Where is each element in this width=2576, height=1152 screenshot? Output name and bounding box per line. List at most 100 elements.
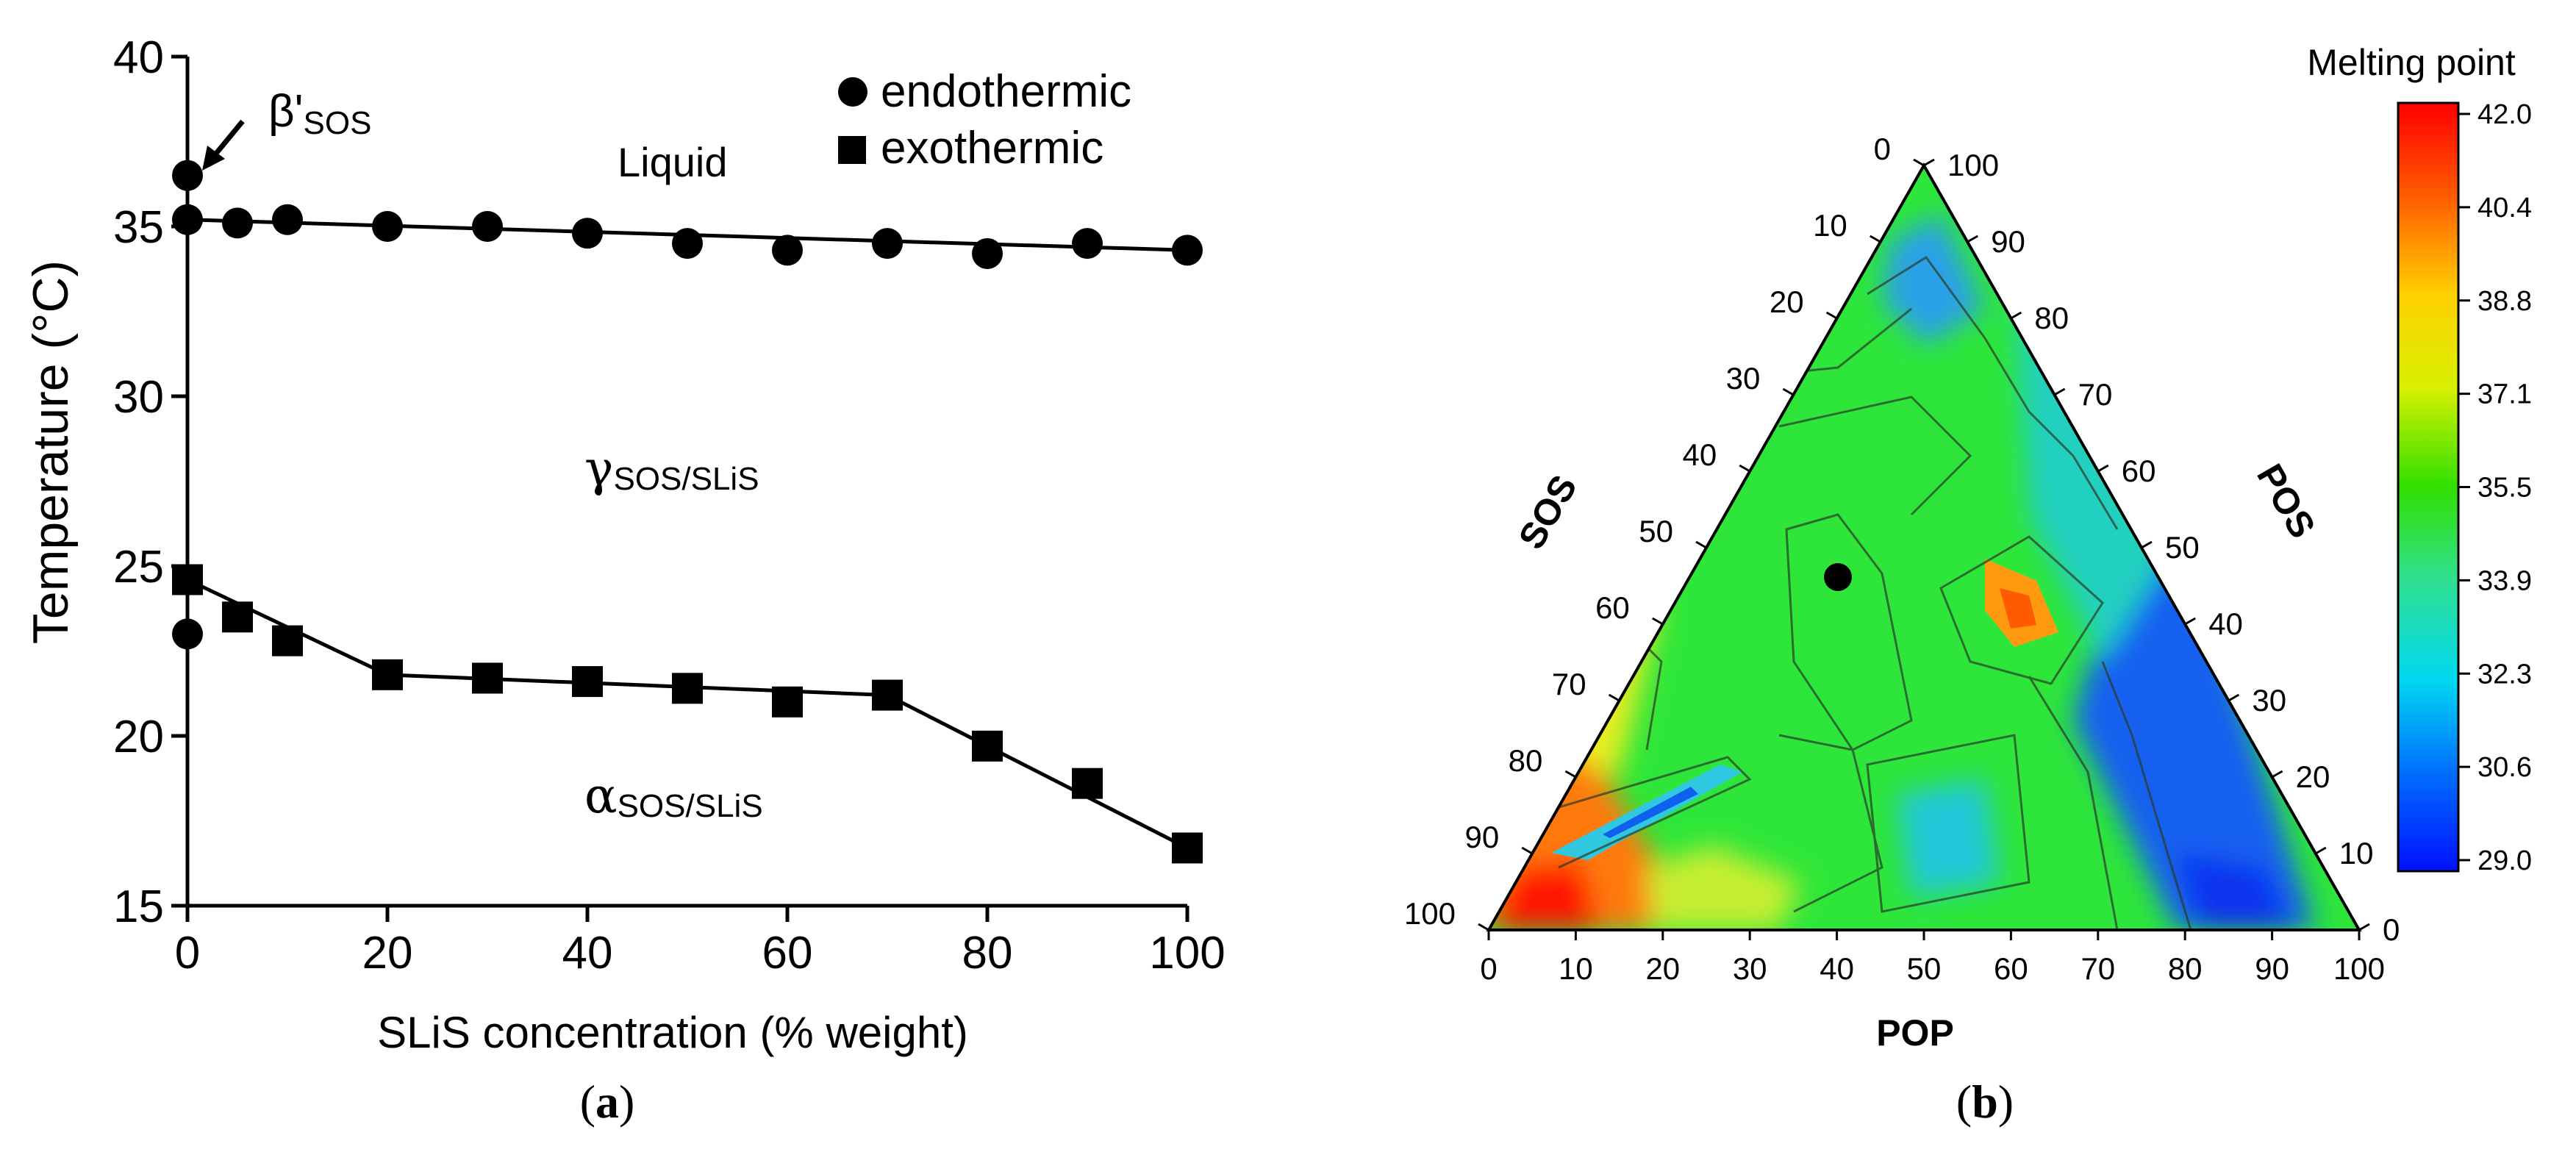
beta-annotation: β'SOS [268, 86, 371, 141]
sos-tick-label: 70 [1552, 667, 1586, 701]
pop-tick-label: 80 [2168, 951, 2203, 986]
sos-tick [1608, 693, 1620, 702]
data-point-endothermic [972, 237, 1003, 269]
y-tick-label: 40 [113, 32, 164, 83]
pos-tick [2271, 770, 2283, 779]
data-point-exothermic [672, 673, 703, 704]
data-point-exothermic [172, 564, 203, 595]
pos-tick-label: 0 [2383, 912, 2400, 947]
data-point-endothermic [222, 207, 253, 239]
pos-tick-label: 50 [2165, 530, 2200, 565]
pos-tick [2228, 693, 2240, 702]
pop-tick-label: 60 [1994, 951, 2028, 986]
legend: endothermic exothermic [838, 66, 1131, 173]
colorbar-tick-label: 32.3 [2477, 659, 2532, 690]
data-point-endothermic [472, 211, 503, 242]
sos-tick-label: 80 [1509, 743, 1543, 778]
pos-tick-label: 100 [1947, 148, 1999, 182]
sos-tick-label: 30 [1726, 361, 1761, 396]
pos-tick-label: 90 [1991, 224, 2025, 259]
pos-tick [2184, 617, 2196, 626]
panel-b: 0 10 20 30 40 50 60 70 80 90 100100908070605040302… [1404, 42, 2532, 1128]
data-point-endothermic [1072, 228, 1103, 260]
colorbar-tick-label: 35.5 [2477, 473, 2532, 504]
legend-exothermic-label: exothermic [881, 123, 1103, 173]
panel-b-caption: (b) [1956, 1076, 2014, 1128]
sos-tick [1782, 387, 1795, 396]
sos-tick [1695, 540, 1707, 549]
data-point-exothermic [1172, 832, 1203, 864]
sos-tick [1652, 617, 1664, 626]
y-tick-label: 20 [113, 712, 164, 762]
region-cold-streak-core [1603, 787, 1698, 838]
region-bottom-pocket [1897, 779, 2000, 897]
y-tick-label: 35 [113, 202, 164, 253]
data-point-exothermic [1072, 768, 1103, 799]
pop-tick-label: 90 [2255, 951, 2289, 986]
data-point-exothermic [972, 730, 1003, 762]
sos-tick [1870, 235, 1881, 243]
y-tick-label: 15 [113, 881, 164, 932]
colorbar: Melting point 42.0 40.4 38.8 37.1 35.5 33.9 32… [2307, 42, 2532, 876]
data-point-endothermic [672, 228, 703, 260]
sos-tick-label: 50 [1639, 514, 1673, 548]
sos-tick-label: 100 [1404, 896, 1456, 931]
data-point-endothermic [172, 204, 203, 235]
pop-tick-label: 10 [1559, 951, 1593, 986]
data-point-exothermic [222, 601, 253, 633]
data-point-exothermic [772, 686, 803, 718]
ternary-contour-plot [1489, 165, 2359, 930]
pop-tick-label: 30 [1733, 951, 1767, 986]
sos-axis-label: SOS [1511, 468, 1585, 556]
sos-tick [1825, 311, 1838, 320]
pos-tick [1923, 158, 1935, 167]
region-pos-edge-band [2073, 515, 2316, 930]
colorbar-tick-label: 33.9 [2477, 565, 2532, 596]
pop-tick-label: 100 [2333, 951, 2385, 986]
sos-tick-label: 60 [1595, 590, 1630, 625]
data-point-endothermic [272, 204, 303, 235]
sos-tick [1478, 923, 1489, 931]
x-tick-label: 80 [962, 928, 1013, 979]
sos-tick-label: 0 [1874, 132, 1891, 166]
sos-tick [1521, 846, 1533, 855]
data-point-exothermic [372, 659, 403, 690]
data-point-exothermic [472, 662, 503, 694]
data-point-exothermic [872, 679, 903, 711]
pop-axis-label: POP [1876, 1012, 1954, 1053]
sos-tick-label: 90 [1464, 820, 1499, 854]
data-point-exothermic [272, 625, 303, 657]
pos-axis-label: POS [2249, 457, 2323, 545]
pos-tick-label: 80 [2034, 301, 2069, 335]
data-point-endothermic-extra [172, 618, 203, 650]
sos-tick-label: 20 [1770, 285, 1804, 319]
ternary-ticks: 0 10 20 30 40 50 60 70 80 90 100100908070605040302… [1404, 132, 2400, 986]
colorbar-tick-label: 42.0 [2477, 99, 2532, 130]
x-tick-label: 20 [362, 928, 413, 979]
region-bottom-warm [1647, 845, 1801, 930]
y-tick-label: 30 [113, 372, 164, 423]
pop-tick-label: 20 [1645, 951, 1680, 986]
sos-tick-label: 10 [1813, 208, 1847, 243]
x-tick-label: 0 [175, 928, 200, 979]
colorbar-tick-label: 29.0 [2477, 845, 2532, 876]
colorbar-tick-label: 38.8 [2477, 286, 2532, 317]
contour-lines [1528, 255, 2192, 930]
region-bottom-right-pocket [2176, 853, 2294, 930]
panel-a-points [172, 160, 1203, 864]
pos-tick-label: 70 [2078, 377, 2113, 412]
legend-circle-marker [838, 77, 867, 107]
sos-tick-label: 40 [1682, 437, 1717, 472]
y-tick-label: 25 [113, 542, 164, 593]
pos-tick-label: 20 [2296, 759, 2330, 794]
data-point-endothermic [572, 218, 603, 249]
sos-tick [1739, 464, 1750, 473]
colorbar-tick-label: 37.1 [2477, 379, 2532, 410]
x-axis-label: SLiS concentration (% weight) [377, 1008, 968, 1057]
pop-tick-label: 40 [1820, 951, 1854, 986]
pos-tick [2358, 923, 2370, 931]
beta-arrow [202, 119, 245, 171]
panel-a-fit-lines [186, 218, 1189, 850]
pos-tick [2097, 464, 2109, 473]
